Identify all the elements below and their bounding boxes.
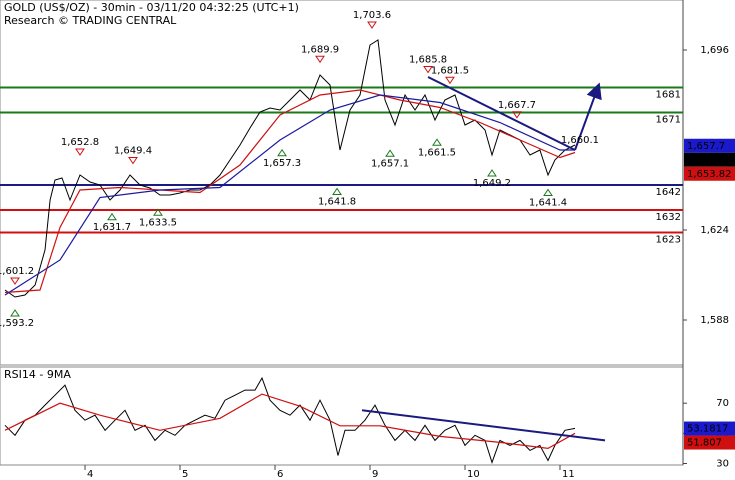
price-tag xyxy=(684,166,735,181)
annotation-label: 1,657.1 xyxy=(371,158,409,169)
level-label: 1671 xyxy=(656,115,681,126)
x-tick-label: 5 xyxy=(182,469,188,480)
level-label: 1623 xyxy=(656,235,681,246)
annotation-label: 1,649.2 xyxy=(473,178,511,189)
y-tick-label: 1,696 xyxy=(700,45,729,56)
rsi-title: RSI14 - 9MA xyxy=(4,368,71,381)
annotation-label: 1,641.8 xyxy=(318,197,356,208)
annotation-label: 1,685.8 xyxy=(409,55,447,66)
annotation-label: 1,660.1 xyxy=(561,135,599,146)
annotation-label: 1,689.9 xyxy=(301,44,339,55)
annotation-label: 1,631.7 xyxy=(93,222,131,233)
chart-subtitle: Research © TRADING CENTRAL xyxy=(4,14,177,27)
low-marker xyxy=(487,169,497,177)
low-marker xyxy=(432,138,442,146)
low-marker xyxy=(277,148,287,157)
series-line xyxy=(4,376,576,464)
y-tick-label: 1,588 xyxy=(700,315,729,326)
series-line xyxy=(4,89,576,294)
price-panel xyxy=(0,0,684,366)
high-marker xyxy=(512,111,522,119)
y-tick-label: 1,624 xyxy=(700,225,729,236)
level-label: 1632 xyxy=(656,212,681,223)
price-tag-label: 51.807 xyxy=(687,438,722,449)
price-tag xyxy=(684,152,735,167)
low-marker xyxy=(543,188,553,196)
annotation-label: 1,593.2 xyxy=(0,318,34,329)
x-tick-label: 6 xyxy=(277,469,283,480)
annotation-label: 1,649.4 xyxy=(114,146,152,157)
level-label: 1681 xyxy=(656,90,681,101)
price-tag-label: 1,657.54 xyxy=(687,155,732,166)
price-tag-label: 1,653.82 xyxy=(687,169,732,180)
price-tag xyxy=(684,435,735,450)
chart-title: GOLD (US$/OZ) - 30min - 03/11/20 04:32:2… xyxy=(4,1,299,14)
high-marker xyxy=(128,157,138,165)
x-tick-label: 4 xyxy=(87,469,93,480)
annotation-label: 1,641.4 xyxy=(529,198,567,209)
high-marker xyxy=(423,66,433,74)
price-tag xyxy=(684,138,735,153)
low-marker xyxy=(332,187,342,195)
y-tick-label: 30 xyxy=(716,458,729,469)
price-tag xyxy=(684,421,735,436)
low-marker xyxy=(385,149,395,157)
trendline xyxy=(574,82,602,151)
annotation-label: 1,652.8 xyxy=(61,137,99,148)
annotation-label: 1,703.6 xyxy=(353,10,391,21)
trendline xyxy=(427,76,576,151)
annotation-label: 1,657.3 xyxy=(263,158,301,169)
low-marker xyxy=(107,212,117,221)
rsi-panel xyxy=(0,366,684,466)
series-line xyxy=(4,393,576,450)
series-line xyxy=(4,39,576,298)
low-marker xyxy=(153,208,163,216)
x-tick-label: 9 xyxy=(372,469,378,480)
high-marker xyxy=(367,21,377,29)
high-marker xyxy=(10,277,20,285)
annotation-label: 1,667.7 xyxy=(498,100,536,111)
price-tag-label: 1,657.7 xyxy=(687,141,725,152)
trendline xyxy=(361,409,606,442)
price-tag-label: 53.1817 xyxy=(687,424,728,435)
annotation-label: 1,681.5 xyxy=(431,65,469,76)
series-line xyxy=(4,94,575,296)
level-label: 1642 xyxy=(656,187,681,198)
x-tick-label: 10 xyxy=(467,469,480,480)
high-marker xyxy=(445,76,455,85)
annotation-label: 1,601.2 xyxy=(0,266,34,277)
annotation-label: 1,633.5 xyxy=(139,217,177,228)
y-tick-label: 70 xyxy=(716,398,729,409)
annotation-label: 1,661.5 xyxy=(418,147,456,158)
high-marker xyxy=(315,55,325,64)
low-marker xyxy=(10,309,20,317)
high-marker xyxy=(75,148,85,156)
x-tick-label: 11 xyxy=(562,469,575,480)
